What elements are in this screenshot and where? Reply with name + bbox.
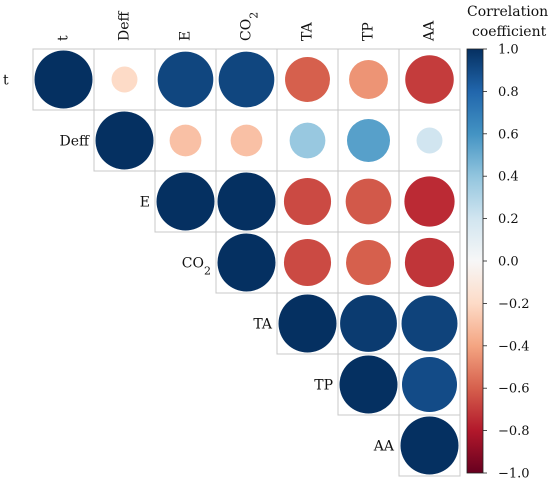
colorbar-gradient xyxy=(466,48,484,474)
row-label-TP: TP xyxy=(314,378,333,394)
correlation-circle-Deff-AA xyxy=(416,127,443,154)
correlation-circle-E-E xyxy=(156,172,215,231)
grid-lines xyxy=(32,48,461,477)
colorbar-title-line1: Correlation xyxy=(467,4,548,20)
correlation-circle-TA-TA xyxy=(278,294,337,353)
row-label-CO2: CO2 xyxy=(182,256,211,278)
colorbar-tick-label: −0.4 xyxy=(498,339,530,354)
column-label-t: t xyxy=(56,35,72,41)
row-label-t: t xyxy=(3,73,9,89)
correlation-circle-AA-AA xyxy=(400,416,459,475)
correlation-circle-TP-AA xyxy=(401,356,458,413)
correlation-circle-TP-TP xyxy=(339,355,398,414)
correlation-circle-Deff-E xyxy=(169,124,202,157)
correlation-circle-t-Deff xyxy=(111,66,138,93)
colorbar-tick-label: −1.0 xyxy=(498,467,530,482)
row-label-AA: AA xyxy=(373,439,395,455)
colorbar-tick-label: 0.4 xyxy=(498,170,519,185)
correlation-circle-t-TA xyxy=(285,57,330,102)
correlation-circle-E-AA xyxy=(404,176,455,227)
colorbar-tick-label: 0.2 xyxy=(498,212,519,227)
colorbar-tick-label: −0.2 xyxy=(498,297,530,312)
correlation-circle-TA-AA xyxy=(401,295,458,352)
grid-cell xyxy=(398,414,461,477)
correlation-circle-E-CO2 xyxy=(217,172,276,231)
correlation-circle-E-TA xyxy=(283,177,332,226)
correlation-circle-CO2-TA xyxy=(283,238,332,287)
colorbar-title-line2: coefficient xyxy=(472,24,547,40)
correlation-circle-t-t xyxy=(34,50,93,109)
correlation-circle-Deff-CO2 xyxy=(230,124,263,157)
colorbar-tick-label: 1.0 xyxy=(498,43,519,58)
row-label-Deff: Deff xyxy=(60,134,91,150)
column-label-Deff: Deff xyxy=(117,10,133,41)
correlation-circle-t-E xyxy=(157,51,214,108)
correlation-circle-Deff-TA xyxy=(289,122,326,159)
correlation-circle-E-TP xyxy=(345,178,392,225)
column-label-AA: AA xyxy=(422,20,438,42)
correlation-circle-t-TP xyxy=(349,60,388,99)
correlation-circles xyxy=(34,50,459,475)
colorbar-tick-label: 0.6 xyxy=(498,127,519,142)
column-label-E: E xyxy=(178,31,194,41)
column-label-CO2: CO2 xyxy=(239,12,261,41)
correlation-circle-Deff-TP xyxy=(346,118,391,163)
column-label-TP: TP xyxy=(361,22,377,41)
row-label-E: E xyxy=(140,195,150,211)
correlation-circle-t-AA xyxy=(405,55,454,104)
colorbar-tick-label: 0.8 xyxy=(498,85,519,100)
correlation-circle-TA-TP xyxy=(340,295,397,352)
colorbar-tick-label: −0.8 xyxy=(498,424,530,439)
correlation-circle-Deff-Deff xyxy=(95,111,154,170)
colorbar-tick-label: −0.6 xyxy=(498,382,530,397)
correlation-circle-CO2-AA xyxy=(404,237,455,288)
colorbar-ticks: 1.0 0.8 0.6 0.4 0.2 0.0 −0.2 −0.4 −0.6 −0.8 −1.0 xyxy=(483,43,530,482)
correlation-circle-t-CO2 xyxy=(218,51,275,108)
correlation-circle-CO2-CO2 xyxy=(217,233,276,292)
column-label-TA: TA xyxy=(300,21,316,41)
colorbar-tick-label: 0.0 xyxy=(498,255,519,270)
variable-labels: t Deff E CO2 TA TP AA t Deff E CO2 TA TP AA xyxy=(3,10,438,454)
correlation-circle-CO2-TP xyxy=(346,240,391,285)
row-label-TA: TA xyxy=(253,317,273,333)
colorbar: Correlation coefficient 1.0 0.8 0.6 0.4 0.2 0… xyxy=(466,4,548,482)
